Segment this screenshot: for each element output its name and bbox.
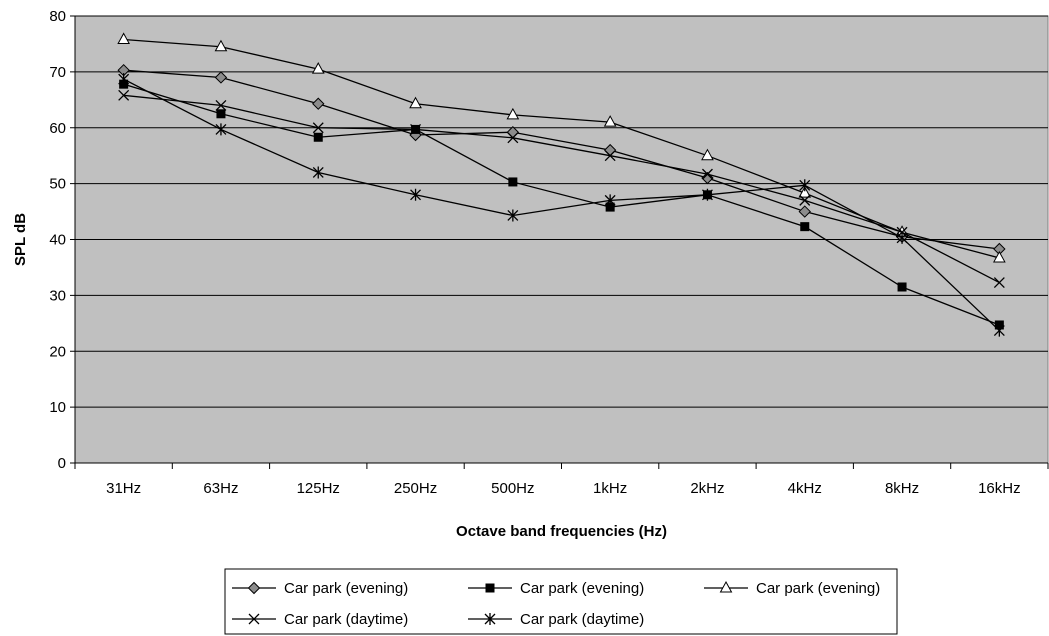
gridlines bbox=[75, 15, 1048, 408]
x-tick-label: 250Hz bbox=[394, 480, 437, 497]
y-tick-label: 20 bbox=[49, 343, 66, 360]
legend-item: Car park (daytime) bbox=[232, 611, 408, 628]
y-tick-label: 60 bbox=[49, 120, 66, 137]
data-point bbox=[993, 324, 1005, 337]
data-point bbox=[507, 132, 519, 144]
x-tick-label: 16kHz bbox=[978, 480, 1021, 497]
legend-item: Car park (evening) bbox=[468, 580, 644, 597]
data-point bbox=[409, 96, 422, 109]
y-tick-label: 0 bbox=[58, 455, 66, 472]
y-tick-label: 10 bbox=[49, 399, 66, 416]
data-point bbox=[118, 89, 130, 101]
data-point bbox=[312, 97, 325, 110]
data-point bbox=[506, 107, 520, 120]
data-point bbox=[410, 188, 422, 201]
data-point bbox=[313, 132, 323, 142]
legend-marker bbox=[248, 613, 260, 625]
x-tick-label: 8kHz bbox=[885, 480, 919, 497]
legend-marker bbox=[719, 580, 733, 593]
axes bbox=[70, 15, 1049, 469]
data-point bbox=[312, 122, 324, 134]
legend-marker bbox=[247, 581, 261, 595]
legend-label: Car park (evening) bbox=[756, 580, 880, 597]
data-point bbox=[896, 231, 908, 244]
x-tick-label: 2kHz bbox=[690, 480, 724, 497]
data-point bbox=[993, 250, 1006, 263]
series-5 bbox=[118, 73, 1005, 337]
legend-marker bbox=[484, 613, 496, 625]
legend-label: Car park (evening) bbox=[520, 580, 644, 597]
series-line bbox=[123, 38, 1000, 259]
legend: Car park (evening) Car park (evening) Car … bbox=[224, 568, 898, 635]
data-point bbox=[799, 194, 811, 206]
data-point bbox=[798, 205, 811, 218]
legend-item: Car park (daytime) bbox=[468, 611, 644, 628]
data-point bbox=[216, 109, 226, 119]
data-point bbox=[410, 123, 422, 135]
data-point bbox=[312, 166, 324, 179]
data-point bbox=[117, 32, 130, 44]
data-point bbox=[214, 71, 228, 84]
series-line bbox=[123, 78, 1000, 332]
series-line bbox=[123, 94, 1000, 284]
legend-item: Car park (evening) bbox=[704, 580, 880, 597]
data-point bbox=[508, 177, 518, 187]
data-point bbox=[214, 39, 228, 52]
y-tick-label: 80 bbox=[49, 8, 66, 25]
data-point bbox=[507, 209, 519, 222]
series-group bbox=[117, 32, 1006, 337]
data-point bbox=[800, 222, 810, 232]
x-tick-label: 63Hz bbox=[203, 480, 238, 497]
data-point bbox=[118, 73, 130, 86]
data-point bbox=[993, 277, 1005, 288]
data-point bbox=[603, 115, 617, 127]
series-1 bbox=[117, 63, 1006, 256]
data-point bbox=[798, 186, 812, 198]
x-tick-label: 125Hz bbox=[297, 480, 340, 497]
data-point bbox=[604, 150, 616, 162]
legend-label: Car park (evening) bbox=[284, 580, 408, 597]
legend-marker bbox=[485, 583, 495, 593]
data-point bbox=[799, 179, 811, 192]
legend-label: Car park (daytime) bbox=[520, 611, 644, 628]
series-4 bbox=[118, 89, 1005, 288]
legend-item: Car park (evening) bbox=[232, 580, 408, 597]
data-point bbox=[215, 99, 227, 111]
legend-label: Car park (daytime) bbox=[284, 611, 408, 628]
legend-box bbox=[224, 568, 898, 635]
data-point bbox=[701, 168, 713, 180]
data-point bbox=[897, 282, 907, 292]
x-tick-label: 31Hz bbox=[106, 480, 141, 497]
series-line bbox=[123, 69, 1000, 250]
data-point bbox=[311, 62, 325, 74]
data-point bbox=[701, 148, 714, 161]
y-axis-title: SPL dB bbox=[12, 213, 29, 266]
y-tick-label: 30 bbox=[49, 287, 66, 304]
y-tick-label: 40 bbox=[49, 232, 66, 249]
x-axis-title: Octave band frequencies (Hz) bbox=[456, 523, 667, 540]
data-point bbox=[605, 202, 615, 212]
data-point bbox=[701, 188, 713, 201]
x-tick-labels: 31Hz 63Hz 125Hz 250Hz 500Hz 1kHz 2kHz 4kHz 8kHz 1… bbox=[106, 480, 1020, 497]
y-tick-labels: 0 10 20 30 40 50 60 70 80 bbox=[49, 8, 66, 472]
x-tick-label: 4kHz bbox=[788, 480, 822, 497]
series-line bbox=[123, 83, 1000, 326]
data-point bbox=[604, 194, 616, 207]
x-tick-label: 500Hz bbox=[491, 480, 534, 497]
y-tick-label: 70 bbox=[49, 64, 66, 81]
y-tick-label: 50 bbox=[49, 176, 66, 193]
data-point bbox=[215, 123, 227, 136]
x-tick-label: 1kHz bbox=[593, 480, 627, 497]
